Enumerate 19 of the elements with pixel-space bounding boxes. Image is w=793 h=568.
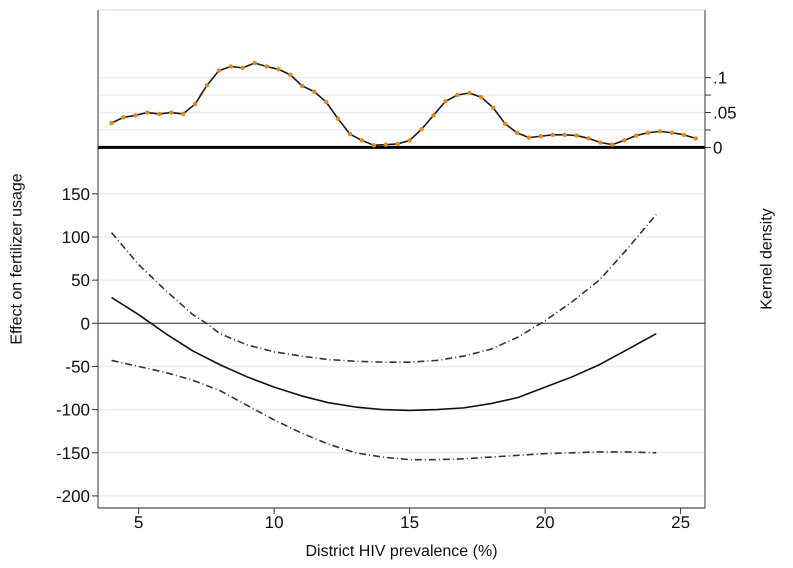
y2-axis-title: Kernel density xyxy=(758,208,776,310)
x-tick-label: 25 xyxy=(671,513,690,532)
x-axis-title: District HIV prevalence (%) xyxy=(305,543,498,560)
y-tick-label: -200 xyxy=(56,486,90,506)
y-tick-label: 0 xyxy=(80,314,90,334)
y-tick-label: 50 xyxy=(71,271,90,290)
y-axis-title: Effect on fertilizer usage xyxy=(8,173,26,345)
y-tick-label: 150 xyxy=(62,184,90,204)
y-tick-label: -50 xyxy=(65,357,90,376)
y-tick-label: 100 xyxy=(62,228,90,248)
y-tick-label: -150 xyxy=(56,444,90,463)
x-tick-label: 20 xyxy=(536,513,555,532)
y2-tick-label: .05 xyxy=(713,104,737,123)
x-tick-label: 15 xyxy=(400,513,420,532)
y2-tick-label: .1 xyxy=(713,68,728,88)
x-tick-label: 5 xyxy=(134,513,144,532)
y2-tick-label: 0 xyxy=(713,138,722,158)
x-tick-label: 10 xyxy=(264,513,284,532)
y-tick-label: -100 xyxy=(56,400,90,420)
